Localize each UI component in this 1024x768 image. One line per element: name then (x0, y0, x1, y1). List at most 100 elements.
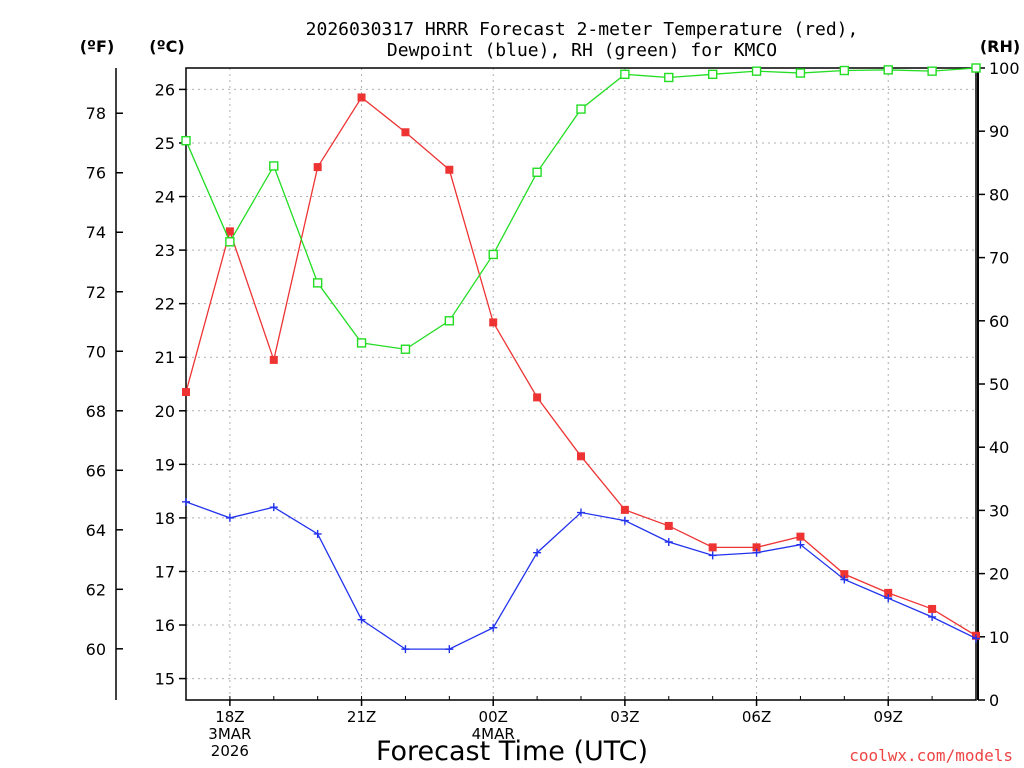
dewpoint-point (664, 538, 673, 546)
celsius-tick-label: 26 (155, 80, 175, 99)
rh-point (356, 338, 367, 348)
temperature-point (445, 165, 454, 174)
fahrenheit-tick-label: 74 (86, 223, 106, 242)
celsius-tick-label: 16 (155, 616, 175, 635)
rh-tick-label: 50 (989, 375, 1009, 394)
celsius-tick-label: 19 (155, 455, 175, 474)
temperature-point (577, 452, 585, 461)
axes: 15 16 17 18 19 20 21 22 23 24 25 26 60 62 64 66 68 70 72 74… (86, 59, 1020, 760)
rh-tick-label: 40 (989, 438, 1009, 457)
series (181, 63, 981, 654)
x-tick-label: 03Z (610, 708, 639, 726)
temperature-point (182, 388, 190, 397)
rh-point (707, 69, 718, 80)
temperature-point (928, 604, 937, 613)
x-tick-label: 09Z (874, 708, 903, 726)
rh-point (269, 161, 279, 171)
dewpoint-point (533, 548, 542, 557)
dewpoint-line (185, 501, 977, 650)
fahrenheit-tick-label: 64 (86, 521, 106, 540)
dewpoint-point (445, 645, 454, 654)
temperature-point (357, 93, 366, 102)
temperature-point (796, 532, 805, 541)
dewpoint-point (752, 548, 761, 557)
x-tick-label: 18Z (215, 708, 244, 726)
temperature-point (840, 570, 849, 579)
fahrenheit-tick-label: 70 (86, 342, 106, 361)
dewpoint-point (708, 551, 717, 560)
x-axis-label: Forecast Time (UTC) (376, 736, 648, 767)
dewpoint-point (620, 516, 629, 525)
rh-tick-label: 80 (989, 185, 1009, 204)
dewpoint-point (313, 529, 322, 538)
temperature-point (401, 128, 410, 137)
x-tick-label: 3MAR (208, 725, 251, 743)
rh-tick-label: 20 (989, 565, 1009, 584)
fahrenheit-unit-label: (ºF) (80, 37, 115, 56)
temperature-point (620, 505, 629, 514)
dewpoint-point (577, 508, 585, 517)
rh-tick-label: 100 (989, 59, 1020, 78)
fahrenheit-tick-label: 66 (86, 461, 106, 480)
temperature-point (225, 227, 234, 236)
rh-point (488, 249, 498, 260)
plot-frame (185, 67, 977, 701)
rh-point (664, 72, 674, 83)
celsius-tick-label: 24 (155, 188, 175, 207)
rh-point (444, 316, 455, 326)
rh-point (795, 68, 806, 78)
rh-tick-label: 10 (989, 628, 1009, 647)
dewpoint-point (401, 645, 410, 654)
rh-tick-label: 60 (989, 312, 1009, 331)
dewpoint-point (489, 623, 498, 632)
temperature-point (664, 521, 673, 530)
chart-title-line1: 2026030317 HRRR Forecast 2-meter Tempera… (306, 19, 859, 40)
temperature-point (489, 318, 498, 327)
temperature-point (533, 393, 542, 402)
rh-point (927, 66, 937, 76)
dewpoint-point (357, 615, 366, 624)
fahrenheit-tick-label: 78 (86, 104, 106, 123)
rh-point (751, 66, 762, 76)
chart-title-line2: Dewpoint (blue), RH (green) for KMCO (387, 40, 777, 61)
dewpoint-point (884, 594, 893, 603)
dewpoint-point (972, 634, 980, 643)
rh-point (532, 167, 542, 177)
rh-point (400, 344, 411, 354)
rh-point (883, 65, 893, 75)
x-tick-label: 00Z (479, 708, 508, 726)
rh-tick-label: 90 (989, 122, 1009, 141)
rh-point (181, 135, 191, 146)
credit-text: coolwx.com/models (849, 746, 1013, 765)
fahrenheit-tick-label: 72 (86, 283, 106, 302)
fahrenheit-tick-label: 60 (86, 640, 106, 659)
temperature-point (752, 543, 761, 552)
grid (186, 68, 976, 700)
rh-point (971, 63, 981, 73)
celsius-unit-label: (ºC) (149, 37, 184, 56)
x-tick-label: 06Z (742, 708, 771, 726)
celsius-tick-label: 15 (155, 670, 175, 689)
rh-tick-label: 30 (989, 501, 1009, 520)
rh-point (839, 65, 850, 76)
celsius-tick-label: 25 (155, 134, 175, 153)
dewpoint-point (225, 513, 234, 522)
celsius-tick-label: 17 (155, 562, 175, 581)
temperature-point (313, 163, 322, 172)
celsius-tick-label: 23 (155, 241, 175, 260)
temperature-point (708, 543, 717, 552)
x-tick-label: 21Z (347, 708, 376, 726)
rh-point (225, 237, 235, 247)
temperature-point (884, 588, 893, 597)
dewpoint-point (928, 612, 937, 621)
temperature-line (185, 96, 977, 637)
celsius-tick-label: 21 (155, 348, 175, 367)
temperature-point (269, 355, 278, 364)
x-tick-label: 4MAR (472, 725, 515, 743)
dewpoint-point (269, 503, 278, 512)
dewpoint-point (840, 575, 849, 584)
fahrenheit-tick-label: 76 (86, 164, 106, 183)
rh-point (620, 69, 630, 80)
fahrenheit-tick-label: 62 (86, 580, 106, 599)
